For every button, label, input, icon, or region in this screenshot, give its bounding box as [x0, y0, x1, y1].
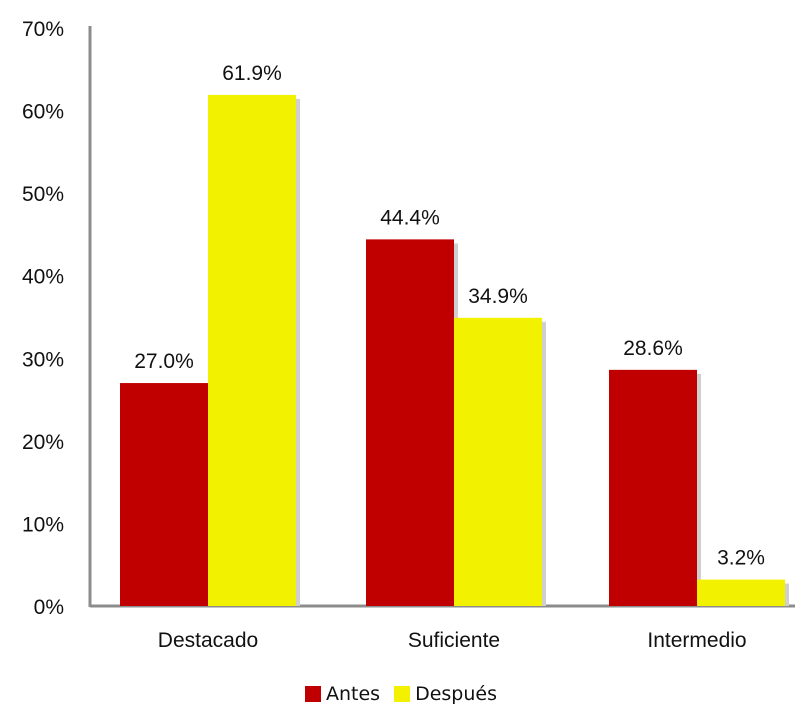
bar-después-suficiente	[454, 317, 542, 606]
legend-swatch-despues	[394, 686, 411, 702]
bar-después-intermedio	[697, 579, 785, 606]
y-axis-ticks: 0% 10% 20% 30% 40% 50% 60% 70%	[22, 18, 64, 619]
bar-antes-destacado	[120, 383, 208, 606]
bars	[120, 94, 789, 606]
y-tick-label: 50%	[22, 183, 64, 206]
legend-swatch-antes	[305, 686, 321, 702]
y-tick-label: 60%	[22, 101, 64, 124]
data-label: 28.6%	[623, 337, 683, 360]
category-labels: Destacado Suficiente Intermedio	[158, 629, 747, 652]
data-label: 27.0%	[134, 350, 194, 373]
category-label: Destacado	[158, 629, 258, 652]
category-label: Intermedio	[647, 629, 746, 652]
y-tick-label: 40%	[22, 266, 64, 289]
data-label: 3.2%	[717, 547, 765, 570]
legend-item-antes: Antes	[305, 683, 380, 705]
bar-antes-suficiente	[366, 239, 454, 606]
data-labels: 27.0% 61.9% 44.4% 34.9% 28.6% 3.2%	[134, 62, 765, 570]
bar-después-destacado	[208, 94, 296, 606]
data-label: 34.9%	[468, 285, 528, 308]
legend-label-antes: Antes	[326, 683, 381, 705]
y-tick-label: 30%	[22, 348, 64, 371]
y-tick-label: 10%	[22, 513, 64, 536]
legend-label-despues: Después	[415, 683, 497, 705]
bar-chart: 0% 10% 20% 30% 40% 50% 60% 70% 27.0% 61.9% 44.4% 3…	[22, 18, 795, 652]
legend: Antes Después	[0, 682, 802, 706]
y-tick-label: 70%	[22, 18, 64, 41]
legend-item-despues: Después	[394, 683, 497, 705]
bar-antes-intermedio	[609, 369, 697, 606]
data-label: 44.4%	[380, 206, 440, 229]
y-tick-label: 0%	[34, 596, 64, 619]
y-tick-label: 20%	[22, 431, 64, 454]
data-label: 61.9%	[222, 62, 282, 85]
category-label: Suficiente	[408, 629, 500, 652]
